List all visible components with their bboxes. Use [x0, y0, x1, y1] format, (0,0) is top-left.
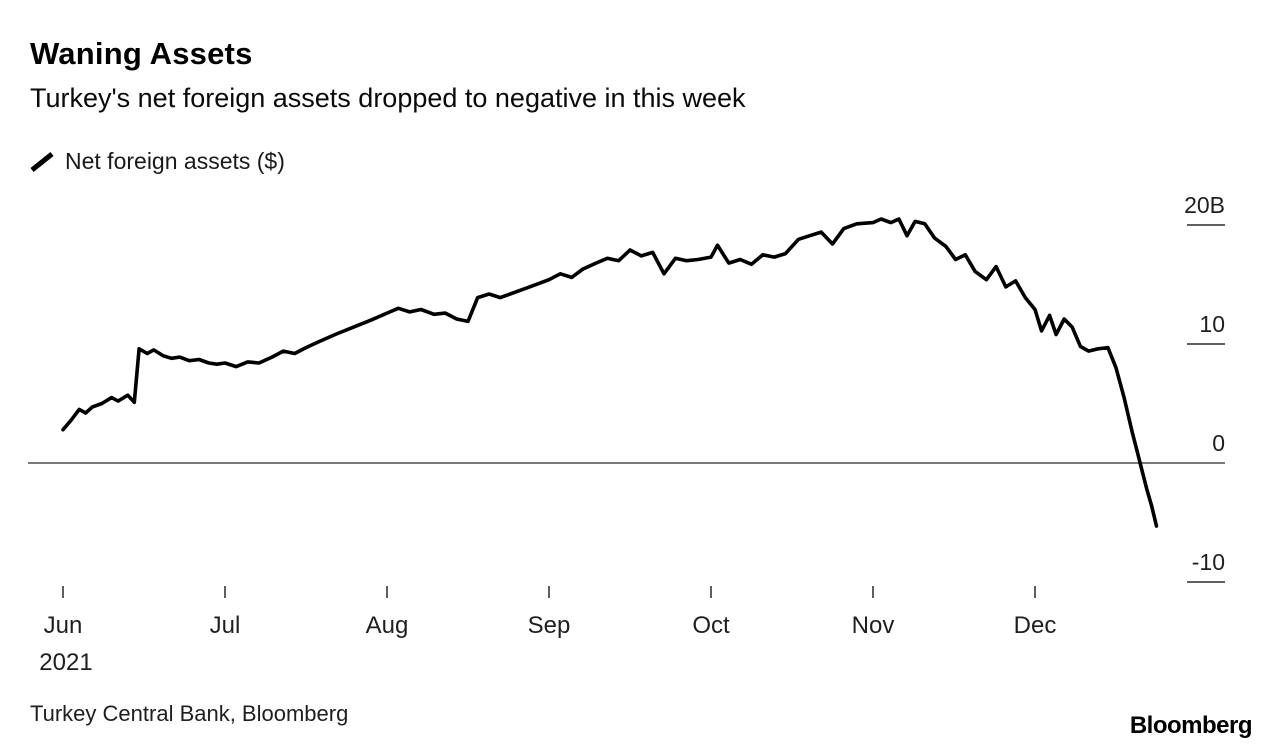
legend-label: Net foreign assets ($) — [65, 148, 285, 174]
x-axis-tick-label: Dec — [1014, 612, 1057, 639]
chart-subtitle: Turkey's net foreign assets dropped to n… — [30, 83, 746, 113]
y-axis-tick-label: 20B — [1184, 192, 1225, 218]
x-axis-tick-label: Oct — [692, 612, 730, 639]
x-axis-tick-label: Jul — [210, 612, 241, 639]
line-chart: 20B 10 0 -10 Jun 2021 Jul Aug Sep Oct Nov Dec — [28, 192, 1225, 676]
y-axis-tick-label: 10 — [1199, 311, 1225, 337]
chart-title: Waning Assets — [30, 36, 253, 71]
legend: Net foreign assets ($) — [28, 148, 285, 175]
x-axis-tick-label: Aug — [366, 612, 409, 639]
diagonal-line-swatch-icon — [28, 150, 56, 174]
x-axis-year-label: 2021 — [39, 649, 92, 676]
bloomberg-logo: Bloomberg — [1129, 712, 1253, 739]
y-axis-tick-label: -10 — [1192, 549, 1225, 575]
x-axis-tick-label: Sep — [528, 612, 571, 639]
x-axis-tick-label: Jun — [44, 612, 83, 639]
y-axis-tick-label: 0 — [1212, 430, 1225, 456]
series-line-net-foreign-assets — [61, 217, 1159, 528]
x-axis-tick-label: Nov — [852, 612, 895, 639]
source-credit: Turkey Central Bank, Bloomberg — [30, 701, 349, 726]
